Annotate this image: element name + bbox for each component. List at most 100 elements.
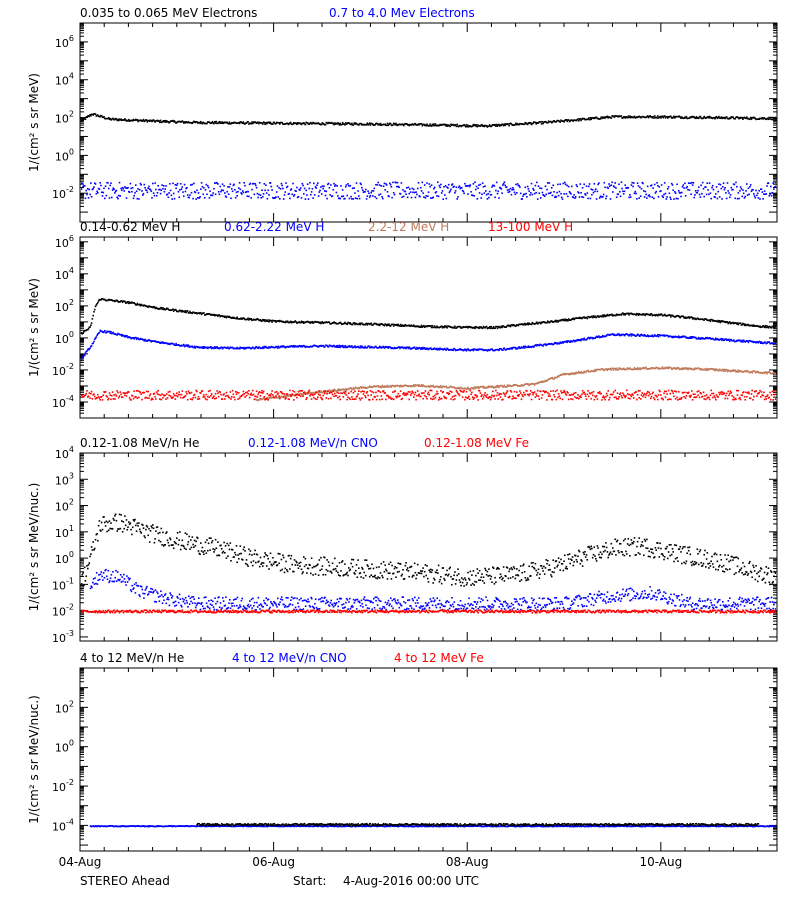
data-point (650, 313, 653, 315)
data-point (443, 186, 445, 188)
data-point (753, 370, 756, 372)
data-point (286, 395, 289, 397)
data-point (606, 115, 609, 118)
data-point (88, 348, 91, 351)
data-point (583, 316, 585, 318)
data-point (630, 312, 633, 315)
data-point (432, 124, 434, 127)
data-point (733, 117, 736, 120)
data-point (598, 316, 600, 318)
data-point (715, 337, 717, 340)
data-point (360, 322, 362, 325)
data-point (430, 325, 432, 327)
data-point (268, 321, 270, 323)
data-point (498, 325, 500, 328)
data-point (686, 185, 688, 188)
data-point (115, 395, 118, 397)
data-point (697, 189, 699, 192)
data-point (478, 327, 480, 330)
data-point (729, 117, 732, 120)
data-point (196, 197, 199, 199)
data-point (523, 322, 526, 325)
data-point (275, 396, 277, 398)
data-point (745, 371, 747, 373)
data-point (439, 386, 441, 389)
data-point (190, 398, 192, 400)
data-point (191, 122, 194, 125)
data-point (402, 346, 404, 349)
data-point (707, 116, 709, 118)
data-point (620, 314, 623, 316)
data-point (477, 124, 479, 126)
data-point (214, 193, 217, 196)
data-point (368, 123, 370, 125)
data-point (90, 324, 92, 326)
data-point (692, 368, 695, 371)
data-point (723, 116, 726, 119)
data-point (550, 320, 553, 322)
data-point (491, 386, 493, 389)
data-point (592, 191, 595, 194)
data-point (242, 121, 245, 123)
data-point (417, 182, 420, 184)
data-point (308, 321, 311, 323)
data-point (297, 195, 300, 198)
data-point (87, 197, 90, 199)
data-point (96, 397, 98, 399)
data-point (433, 187, 435, 190)
data-point (470, 191, 472, 193)
data-point (368, 192, 370, 194)
data-point (656, 335, 658, 337)
data-point (292, 123, 294, 125)
data-point (579, 118, 582, 120)
data-point (556, 319, 558, 322)
data-point (606, 313, 609, 316)
data-point (489, 327, 492, 330)
data-point (412, 325, 414, 327)
data-point (267, 189, 269, 192)
data-point (521, 198, 523, 200)
data-point (605, 195, 608, 197)
data-point (375, 323, 378, 326)
data-point (771, 325, 774, 328)
data-point (464, 182, 466, 185)
data-point (535, 322, 537, 324)
data-point (465, 350, 468, 352)
data-point (152, 119, 155, 121)
data-point (433, 186, 436, 189)
data-point (424, 197, 427, 199)
data-point (613, 333, 616, 336)
data-point (628, 335, 630, 337)
data-point (337, 195, 339, 197)
data-point (86, 350, 88, 352)
data-point (558, 343, 561, 345)
data-point (307, 198, 310, 200)
data-point (628, 196, 630, 199)
data-point (425, 348, 427, 351)
data-point (106, 396, 108, 398)
data-point (258, 346, 261, 349)
data-point (281, 184, 283, 187)
data-point (582, 371, 585, 374)
data-point (337, 390, 340, 392)
data-point (565, 319, 568, 322)
data-point (185, 391, 187, 393)
data-point (534, 382, 537, 385)
data-point (579, 183, 582, 185)
data-point (472, 183, 475, 185)
data-point (319, 391, 321, 394)
data-point (559, 121, 561, 123)
data-point (217, 395, 220, 398)
data-point (660, 190, 662, 192)
data-point (392, 323, 394, 326)
data-point (536, 382, 538, 385)
data-point (131, 395, 134, 397)
data-point (518, 346, 520, 348)
data-point (592, 315, 595, 317)
data-point (217, 315, 219, 317)
data-point (691, 184, 694, 186)
data-point (98, 397, 101, 399)
data-point (343, 198, 345, 200)
data-point (736, 323, 738, 325)
data-point (571, 318, 574, 321)
